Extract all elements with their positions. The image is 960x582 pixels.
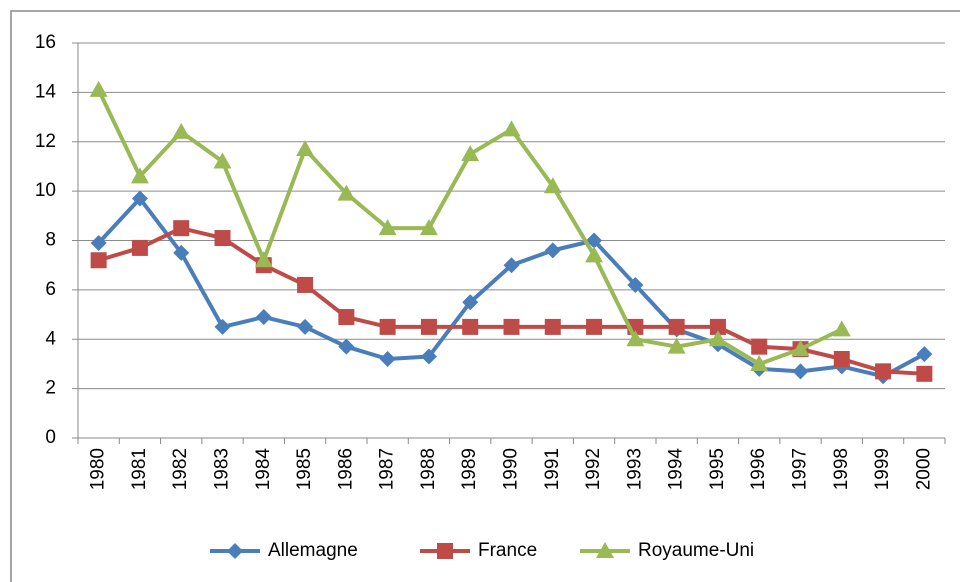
y-tick-label: 0 [45, 427, 56, 448]
marker [462, 294, 479, 311]
y-tick-label: 10 [35, 180, 56, 201]
legend-label: Allemagne [268, 540, 358, 561]
marker [297, 318, 314, 335]
x-tick-label: 1994 [666, 448, 687, 491]
x-tick-label: 1989 [459, 448, 480, 490]
marker [297, 276, 314, 293]
marker [916, 346, 933, 363]
chart-frame [10, 10, 960, 582]
marker [750, 354, 769, 371]
legend-marker [596, 542, 614, 558]
marker [173, 220, 190, 237]
marker [585, 246, 604, 263]
y-tick-label: 6 [45, 279, 56, 300]
marker [792, 363, 809, 380]
marker [379, 351, 396, 367]
marker [916, 365, 933, 382]
x-tick-label: 1998 [831, 448, 852, 490]
marker [462, 318, 479, 335]
y-tick-label: 16 [35, 32, 56, 53]
marker [586, 318, 603, 335]
x-tick-label: 1981 [129, 448, 150, 490]
marker [667, 337, 686, 354]
x-tick-label: 1991 [542, 448, 563, 490]
marker [296, 140, 315, 157]
y-tick-label: 8 [45, 230, 56, 251]
x-tick-label: 1985 [294, 448, 315, 490]
marker [419, 219, 438, 236]
marker [89, 80, 108, 97]
x-tick-label: 1982 [170, 448, 191, 490]
marker [338, 338, 355, 355]
marker [172, 122, 191, 139]
legend-label: Royaume-Uni [638, 540, 754, 561]
marker [131, 190, 148, 207]
legend-label: France [478, 540, 537, 561]
marker [214, 318, 231, 335]
marker [832, 320, 851, 337]
x-tick-label: 1987 [377, 448, 398, 490]
x-tick-label: 1993 [624, 448, 645, 490]
marker [544, 242, 561, 259]
marker [586, 232, 603, 249]
marker [173, 244, 190, 261]
marker [131, 239, 148, 256]
marker [543, 177, 562, 194]
x-tick-label: 1999 [872, 448, 893, 490]
marker [379, 318, 396, 335]
x-tick-label: 1986 [335, 448, 356, 490]
x-tick-label: 1996 [748, 448, 769, 490]
marker [503, 257, 520, 274]
marker [875, 363, 892, 380]
marker [502, 120, 521, 137]
marker [791, 340, 810, 357]
marker [708, 330, 727, 347]
x-tick-label: 1984 [253, 448, 274, 491]
x-tick-label: 1990 [501, 448, 522, 490]
marker [420, 318, 437, 335]
marker [130, 167, 149, 184]
marker [544, 318, 561, 335]
marker [338, 309, 355, 326]
marker [833, 351, 850, 367]
legend-marker [227, 543, 243, 559]
x-tick-label: 1997 [790, 448, 811, 490]
marker [214, 230, 231, 247]
y-tick-label: 4 [45, 328, 56, 349]
x-tick-label: 1980 [88, 448, 109, 490]
x-tick-label: 1983 [212, 448, 233, 490]
x-tick-label: 2000 [913, 448, 934, 490]
marker [626, 330, 645, 347]
y-tick-label: 14 [35, 81, 57, 102]
marker [709, 318, 726, 335]
y-tick-label: 12 [35, 131, 56, 152]
marker [90, 252, 107, 269]
x-tick-label: 1992 [583, 448, 604, 490]
marker [503, 318, 520, 335]
marker [378, 219, 397, 236]
x-tick-label: 1988 [418, 448, 439, 490]
marker [668, 318, 685, 335]
marker [90, 234, 107, 251]
marker [751, 338, 768, 355]
marker [461, 145, 480, 162]
marker [255, 309, 272, 326]
marker [627, 276, 644, 293]
legend-marker [437, 543, 453, 559]
marker [337, 184, 356, 201]
marker [213, 152, 232, 169]
y-tick-label: 2 [45, 378, 56, 399]
marker [254, 251, 273, 268]
x-tick-label: 1995 [707, 448, 728, 490]
marker [420, 348, 437, 365]
